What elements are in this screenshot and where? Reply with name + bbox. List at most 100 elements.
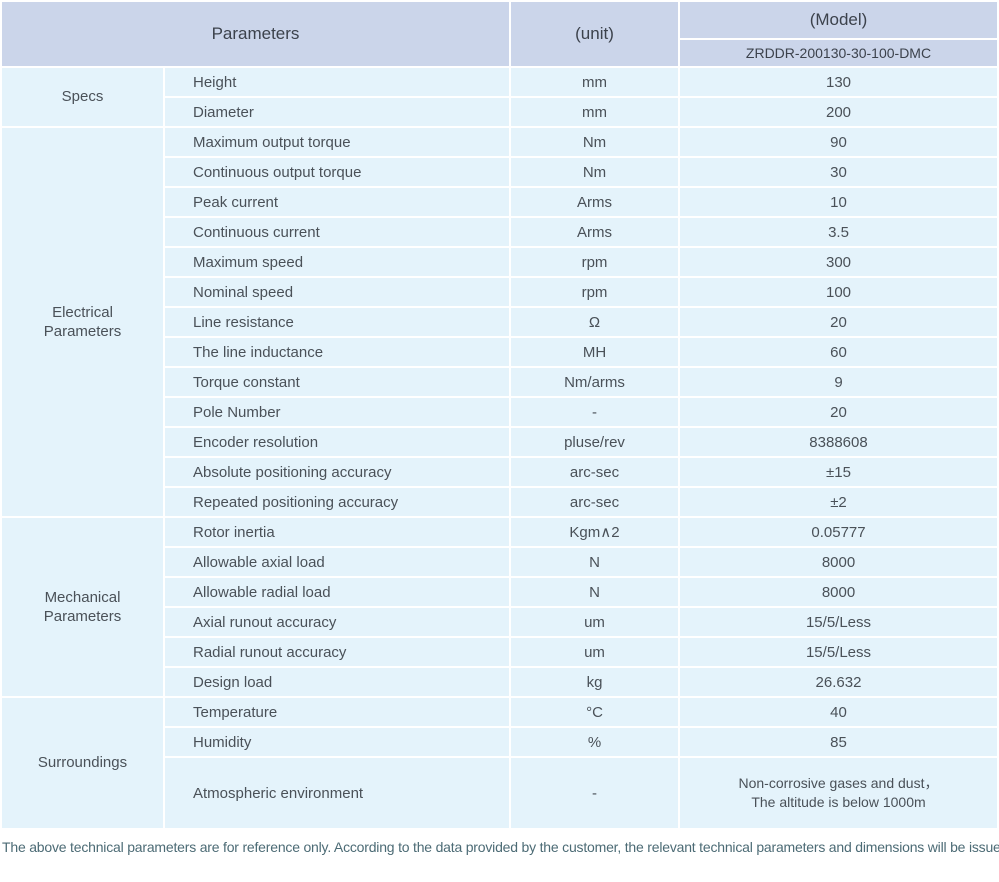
header-model-number: ZRDDR-200130-30-100-DMC (680, 40, 997, 66)
value-cell: 60 (680, 338, 997, 366)
table-row: Design load kg 26.632 (2, 668, 997, 696)
table-row: Electrical Parameters Maximum output torq… (2, 128, 997, 516)
value-cell: 20 (680, 398, 997, 426)
value-cell: 40 (680, 698, 997, 726)
table-row: Absolute positioning accuracy arc-sec ±15 (2, 458, 997, 486)
table-row: Peak current Arms 10 (2, 188, 997, 216)
header-model: (Model) (680, 2, 997, 38)
value-cell: 15/5/Less (680, 608, 997, 636)
unit-cell: Nm (511, 128, 678, 156)
param-cell: Continuous current (165, 218, 509, 246)
param-cell: Absolute positioning accuracy (165, 458, 509, 486)
param-cell: Atmospheric environment (165, 758, 509, 828)
unit-cell: arc-sec (511, 458, 678, 486)
value-cell: 8388608 (680, 428, 997, 456)
table-row: Surroundings Temperature °C 40 (2, 698, 997, 828)
header-parameters: Parameters (2, 2, 509, 66)
table-row: Continuous output torque Nm 30 (2, 158, 997, 186)
param-cell: Nominal speed (165, 278, 509, 306)
table-row: Torque constant Nm/arms 9 (2, 368, 997, 396)
param-cell: Temperature (165, 698, 509, 726)
param-cell: Encoder resolution (165, 428, 509, 456)
unit-cell: Nm/arms (511, 368, 678, 396)
table-row: Repeated positioning accuracy arc-sec ±2 (2, 488, 997, 516)
value-cell: 10 (680, 188, 997, 216)
param-cell: Height (165, 68, 509, 96)
value-cell: 30 (680, 158, 997, 186)
unit-cell: % (511, 728, 678, 756)
param-cell: The line inductance (165, 338, 509, 366)
param-cell: Line resistance (165, 308, 509, 336)
unit-cell: - (511, 398, 678, 426)
value-cell: 9 (680, 368, 997, 396)
value-cell: 85 (680, 728, 997, 756)
value-cell: 130 (680, 68, 997, 96)
table-row: Encoder resolution pluse/rev 8388608 (2, 428, 997, 456)
table-row: Line resistance Ω 20 (2, 308, 997, 336)
unit-cell: °C (511, 698, 678, 726)
param-cell: Humidity (165, 728, 509, 756)
param-cell: Maximum speed (165, 248, 509, 276)
param-cell: Allowable radial load (165, 578, 509, 606)
table-row: The line inductance MH 60 (2, 338, 997, 366)
unit-cell: mm (511, 68, 678, 96)
param-cell: Peak current (165, 188, 509, 216)
spec-table: Parameters (unit) (Model) ZRDDR-200130-3… (2, 2, 997, 828)
table-row: Continuous current Arms 3.5 (2, 218, 997, 246)
param-cell: Rotor inertia (165, 518, 509, 546)
value-cell: Non-corrosive gases and dust， The altitu… (680, 758, 997, 828)
value-cell: 200 (680, 98, 997, 126)
group-label: Electrical Parameters (2, 128, 163, 516)
footnote: The above technical parameters are for r… (2, 839, 999, 855)
unit-cell: kg (511, 668, 678, 696)
table-row: Specs Height mm 130 (2, 68, 997, 126)
unit-cell: MH (511, 338, 678, 366)
unit-cell: Arms (511, 188, 678, 216)
value-cell: 8000 (680, 578, 997, 606)
table-row: Atmospheric environment - Non-corrosive ga… (2, 758, 997, 828)
spec-table-header: Parameters (unit) (Model) ZRDDR-200130-3… (2, 2, 997, 66)
value-cell: ±15 (680, 458, 997, 486)
group-label: Specs (2, 68, 163, 126)
param-cell: Radial runout accuracy (165, 638, 509, 666)
param-cell: Repeated positioning accuracy (165, 488, 509, 516)
table-row: Humidity% 85 (2, 728, 997, 756)
group-label: Surroundings (2, 698, 163, 828)
table-row: Mechanical Parameters Rotor inertia Kgm∧2 0… (2, 518, 997, 696)
unit-cell: rpm (511, 278, 678, 306)
value-cell: 8000 (680, 548, 997, 576)
value-cell: 3.5 (680, 218, 997, 246)
unit-cell: rpm (511, 248, 678, 276)
table-row: Maximum speed rpm 300 (2, 248, 997, 276)
group-label: Mechanical Parameters (2, 518, 163, 696)
unit-cell: um (511, 638, 678, 666)
unit-cell: Ω (511, 308, 678, 336)
value-cell: ±2 (680, 488, 997, 516)
value-cell: 20 (680, 308, 997, 336)
value-cell: 26.632 (680, 668, 997, 696)
param-cell: Pole Number (165, 398, 509, 426)
unit-cell: um (511, 608, 678, 636)
param-cell: Axial runout accuracy (165, 608, 509, 636)
spec-table-body: Specs Height mm 130 Diameter mm 200 Electrical … (2, 68, 997, 828)
param-cell: Allowable axial load (165, 548, 509, 576)
table-row: Axial runout accuracy um 15/5/Less (2, 608, 997, 636)
value-cell: 0.05777 (680, 518, 997, 546)
value-cell: 300 (680, 248, 997, 276)
param-cell: Torque constant (165, 368, 509, 396)
unit-cell: N (511, 578, 678, 606)
table-row: Allowable axial load N 8000 (2, 548, 997, 576)
unit-cell: Kgm∧2 (511, 518, 678, 546)
param-cell: Maximum output torque (165, 128, 509, 156)
unit-cell: N (511, 548, 678, 576)
value-cell: 100 (680, 278, 997, 306)
unit-cell: - (511, 758, 678, 828)
unit-cell: pluse/rev (511, 428, 678, 456)
unit-cell: arc-sec (511, 488, 678, 516)
value-cell: 90 (680, 128, 997, 156)
param-cell: Diameter (165, 98, 509, 126)
param-cell: Continuous output torque (165, 158, 509, 186)
table-row: Allowable radial load N 8000 (2, 578, 997, 606)
header-unit: (unit) (511, 2, 678, 66)
